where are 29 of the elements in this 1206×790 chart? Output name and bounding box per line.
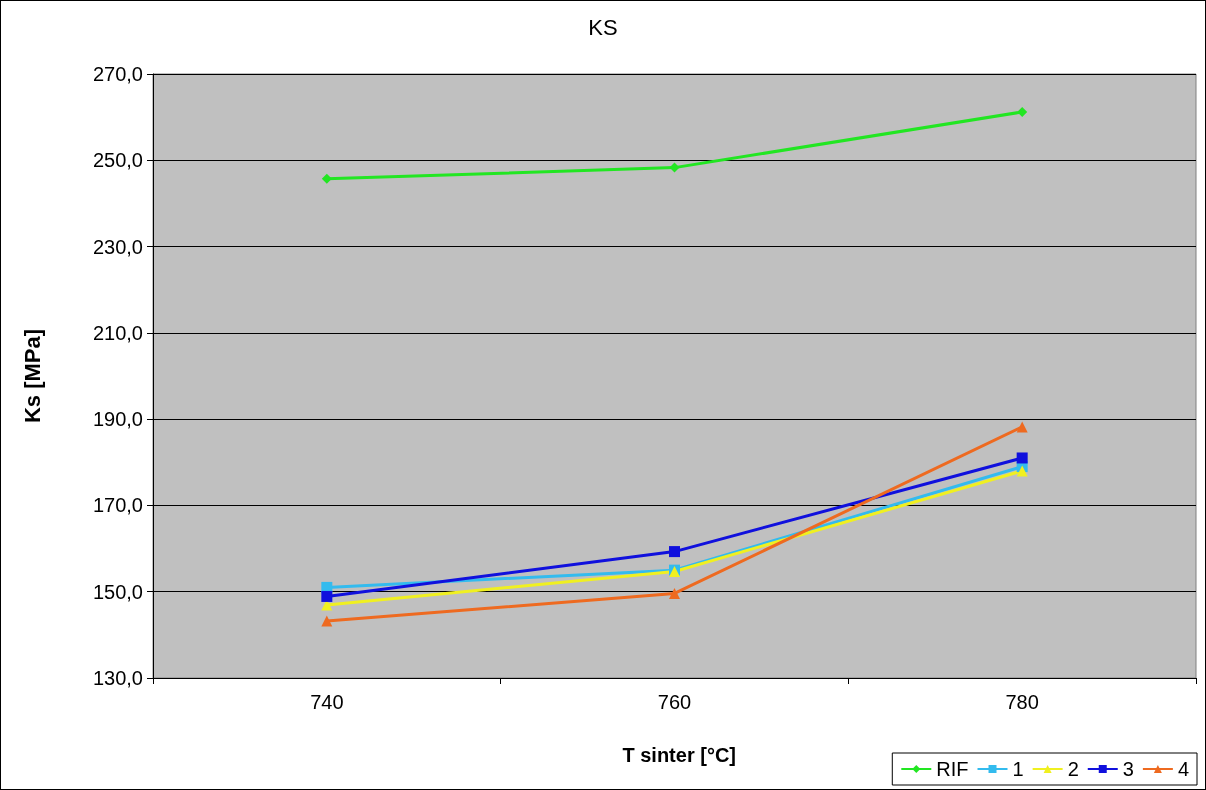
chart-title: KS — [588, 14, 618, 40]
y-tick-label: 270,0 — [92, 63, 143, 85]
point — [669, 546, 680, 558]
point — [321, 173, 332, 184]
legend-label: 3 — [1122, 758, 1134, 780]
y-tick-label: 170,0 — [92, 494, 143, 517]
x-tick-label: 740 — [310, 691, 344, 713]
point — [669, 162, 680, 173]
point — [1016, 452, 1028, 464]
point — [1016, 465, 1028, 477]
y-tick-label: 150,0 — [92, 580, 143, 603]
legend-label: 4 — [1177, 758, 1189, 780]
y-tick-label: 250,0 — [92, 149, 143, 172]
y-tick-label: 210,0 — [92, 321, 143, 344]
point — [321, 590, 333, 602]
point — [1017, 106, 1028, 117]
legend-label: RIF — [936, 758, 969, 780]
y-tick-label: 190,0 — [92, 408, 143, 431]
point — [321, 615, 333, 627]
y-axis-title: Ks [MPa] — [19, 328, 45, 424]
x-tick-label: 780 — [1005, 691, 1039, 713]
x-tick-label: 760 — [657, 691, 692, 713]
x-axis-title: T sinter [°C] — [622, 744, 736, 766]
legend-label: 1 — [1012, 758, 1024, 780]
y-tick-label: 230,0 — [92, 235, 143, 258]
point — [1016, 421, 1028, 433]
point — [669, 587, 680, 599]
legend-label: 2 — [1067, 758, 1079, 780]
y-tick-label: 130,0 — [92, 667, 143, 689]
